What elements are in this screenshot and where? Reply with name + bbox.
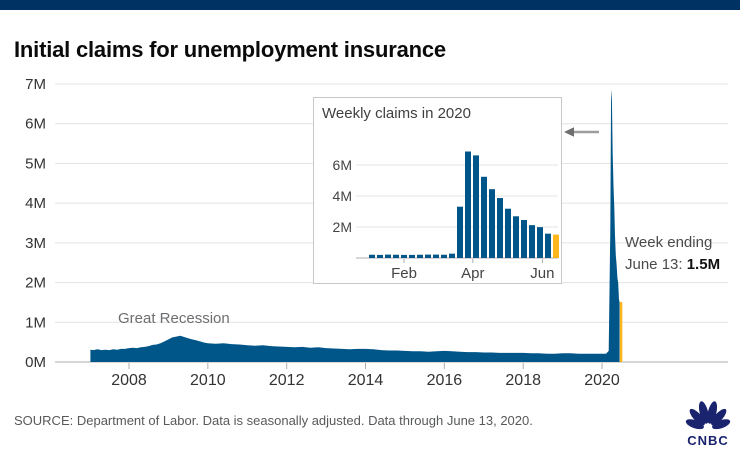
inset-bar <box>545 233 551 258</box>
y-tick-label: 1M <box>25 314 46 331</box>
arrow-left-icon <box>563 124 603 140</box>
y-tick-label: 7M <box>25 76 46 93</box>
inset-bar <box>385 254 391 258</box>
page-title: Initial claims for unemployment insuranc… <box>14 36 446 62</box>
callout-line1: Week ending <box>625 234 713 251</box>
callout-value: 1.5M <box>686 256 721 273</box>
inset-y-tick-label: 2M <box>333 219 352 235</box>
inset-bar-latest <box>553 234 559 258</box>
y-tick-label: 4M <box>25 195 46 212</box>
inset-panel: 2M 4M 6M Feb Apr Jun Weekly claims in 2020 <box>313 97 562 284</box>
brand-bar <box>0 0 740 10</box>
inset-bar <box>505 208 511 259</box>
inset-bar <box>409 254 415 258</box>
inset-bar <box>481 176 487 258</box>
inset-bar <box>369 254 375 259</box>
x-tick-label: 2020 <box>584 372 620 389</box>
cnbc-logo: CNBC <box>683 400 733 448</box>
inset-title: Weekly claims in 2020 <box>322 105 471 122</box>
x-tick-label: 2016 <box>427 372 463 389</box>
inset-bar <box>513 216 519 259</box>
cnbc-logo-text: CNBC <box>687 433 729 448</box>
inset-bar <box>529 225 535 259</box>
inset-bar <box>441 254 447 259</box>
source-note: SOURCE: Department of Labor. Data is sea… <box>14 413 533 428</box>
inset-bar <box>401 254 407 258</box>
x-tick-label: 2008 <box>111 372 147 389</box>
inset-bar <box>521 220 527 259</box>
callout-week-ending: Week ending June 13: 1.5M <box>625 232 720 276</box>
y-tick-label: 5M <box>25 155 46 172</box>
y-tick-label: 2M <box>25 275 46 292</box>
inset-bar <box>465 151 471 259</box>
inset-x-tick-label: Feb <box>391 265 417 282</box>
inset-bar <box>433 254 439 258</box>
cnbc-peacock-icon <box>685 401 731 430</box>
inset-x-tick-label: Jun <box>530 265 554 282</box>
inset-bar <box>449 253 455 258</box>
inset-bar <box>417 254 423 259</box>
inset-bar <box>497 198 503 259</box>
inset-y-tick-label: 6M <box>333 157 352 173</box>
x-tick-label: 2014 <box>348 372 384 389</box>
inset-bar <box>473 155 479 258</box>
y-tick-label: 6M <box>25 116 46 133</box>
y-tick-label: 0M <box>25 354 46 371</box>
inset-bar <box>425 254 431 258</box>
inset-bar <box>457 206 463 258</box>
inset-y-tick-label: 4M <box>333 188 352 204</box>
inset-bar <box>489 189 495 258</box>
inset-x-tick-label: Apr <box>461 265 484 282</box>
inset-bar <box>537 227 543 258</box>
inset-chart: 2M 4M 6M Feb Apr Jun <box>333 151 559 282</box>
x-tick-label: 2012 <box>269 372 305 389</box>
inset-bar <box>377 254 383 258</box>
callout-line2-prefix: June 13: <box>625 256 687 273</box>
annotation-great-recession: Great Recession <box>118 310 230 327</box>
y-tick-label: 3M <box>25 235 46 252</box>
inset-bar <box>393 254 399 259</box>
x-tick-label: 2010 <box>190 372 226 389</box>
x-tick-label: 2018 <box>505 372 541 389</box>
